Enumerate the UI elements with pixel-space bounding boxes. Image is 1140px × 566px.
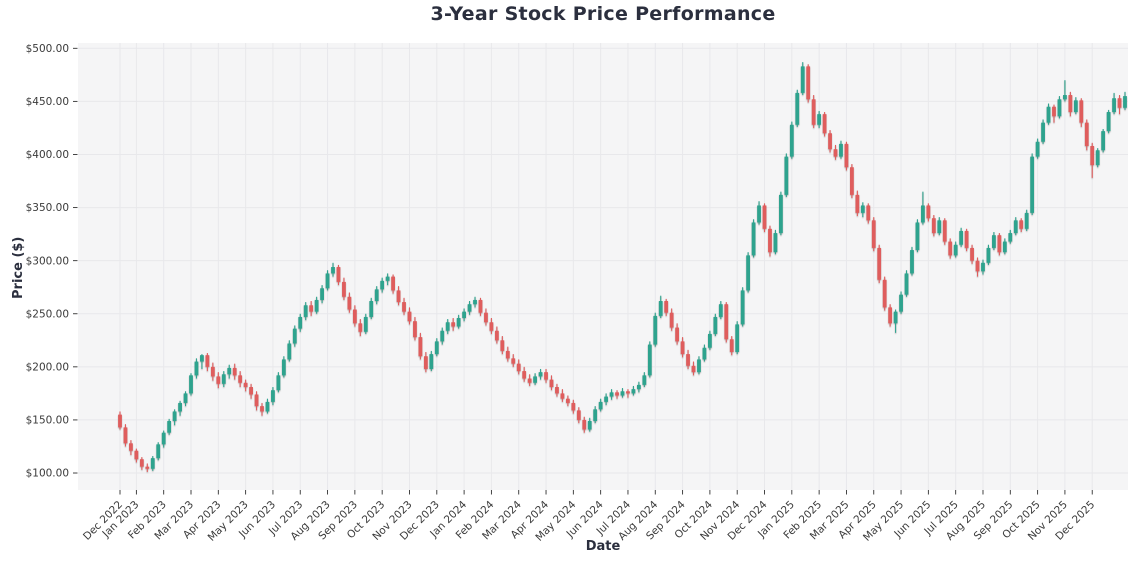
svg-text:$150.00: $150.00 (26, 415, 69, 427)
x-axis-title: Date (585, 539, 621, 554)
svg-text:$500.00: $500.00 (26, 43, 69, 55)
svg-text:$100.00: $100.00 (26, 468, 69, 480)
svg-text:$300.00: $300.00 (26, 255, 69, 267)
chart-title: 3-Year Stock Price Performance (430, 3, 776, 25)
svg-text:$450.00: $450.00 (26, 96, 69, 108)
svg-text:$250.00: $250.00 (26, 308, 69, 320)
svg-text:$400.00: $400.00 (26, 149, 69, 161)
svg-text:$350.00: $350.00 (26, 202, 69, 214)
svg-text:$200.00: $200.00 (26, 361, 69, 373)
y-axis-title: Price ($) (11, 236, 26, 299)
